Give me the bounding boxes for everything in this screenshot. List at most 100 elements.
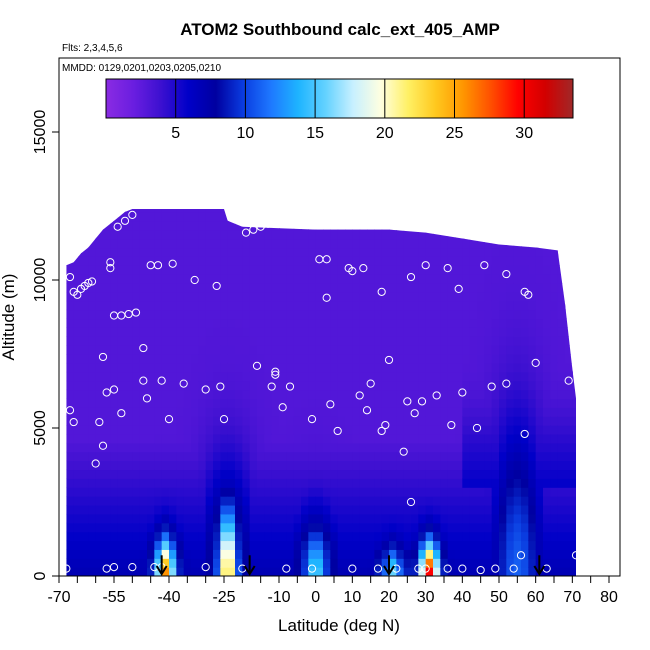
field-cell <box>447 469 456 479</box>
field-cell <box>73 442 82 453</box>
field-cell <box>513 531 522 542</box>
field-cell <box>110 478 119 488</box>
field-cell <box>352 318 361 328</box>
sample-point <box>65 272 75 282</box>
field-cell <box>213 549 221 559</box>
field-cell <box>411 451 419 462</box>
field-cell <box>462 389 471 399</box>
field-cell <box>308 208 317 213</box>
sample-point <box>98 352 108 362</box>
field-cell <box>447 238 456 249</box>
field-cell <box>88 362 97 373</box>
field-cell <box>477 567 485 576</box>
field-cell <box>374 531 383 542</box>
field-cell <box>169 336 177 346</box>
field-cell <box>88 513 97 524</box>
field-cell <box>345 487 353 497</box>
field-cell <box>286 513 295 524</box>
field-cell <box>535 265 544 275</box>
field-cell <box>345 531 353 542</box>
field-cell <box>103 291 111 302</box>
field-cell <box>433 522 441 533</box>
field-cell <box>521 451 529 462</box>
field-cell <box>73 425 82 435</box>
field-cell <box>198 309 207 320</box>
field-cell <box>462 362 471 373</box>
field-cell <box>543 354 551 364</box>
field-cell <box>337 522 346 533</box>
field-cell <box>381 291 390 302</box>
field-cell <box>81 309 89 320</box>
field-cell <box>132 433 141 444</box>
field-cell <box>279 522 287 533</box>
field-cell <box>220 336 229 346</box>
field-cell <box>557 354 566 364</box>
field-cell <box>323 256 331 266</box>
field-cell <box>323 451 331 462</box>
field-cell <box>249 247 258 257</box>
field-cell <box>337 300 346 311</box>
field-cell <box>543 425 551 435</box>
field-cell <box>220 362 229 373</box>
field-cell <box>572 416 576 426</box>
field-cell <box>550 504 559 515</box>
field-cell <box>198 362 207 373</box>
field-cell <box>242 522 251 533</box>
field-cell <box>315 513 324 524</box>
field-cell <box>191 513 199 524</box>
field-cell <box>337 549 346 559</box>
field-cell <box>403 398 412 408</box>
field-cell <box>176 309 185 320</box>
field-cell <box>66 362 75 373</box>
field-cell <box>147 282 155 293</box>
field-cell <box>227 469 236 479</box>
field-cell <box>161 451 170 462</box>
field-cell <box>330 407 339 417</box>
field-cell <box>220 540 229 550</box>
field-cell <box>125 371 133 382</box>
field-cell <box>455 229 463 240</box>
field-cell <box>110 531 119 542</box>
field-cell <box>484 504 493 515</box>
field-cell <box>95 211 104 222</box>
field-cell <box>433 265 441 275</box>
field-cell <box>337 531 346 542</box>
field-cell <box>469 265 478 275</box>
field-cell <box>132 531 141 542</box>
field-cell <box>308 354 317 364</box>
field-cell <box>235 558 243 568</box>
field-cell <box>345 549 353 559</box>
field-cell <box>139 229 148 240</box>
field-cell <box>477 433 485 444</box>
field-cell <box>198 256 207 266</box>
field-cell <box>484 371 493 382</box>
field-cell <box>220 558 229 568</box>
field-cell <box>499 433 507 444</box>
field-cell <box>257 451 265 462</box>
field-cell <box>125 229 133 240</box>
field-cell <box>88 345 97 355</box>
field-cell <box>125 407 133 417</box>
field-cell <box>293 309 302 320</box>
field-cell <box>477 274 485 284</box>
field-cell <box>235 425 243 435</box>
sample-point <box>190 275 199 285</box>
field-cell <box>103 282 111 293</box>
sample-point <box>487 382 496 391</box>
field-cell <box>411 487 419 497</box>
field-cell <box>110 345 119 355</box>
field-cell <box>286 282 295 293</box>
field-cell <box>513 265 522 275</box>
field-cell <box>477 336 485 346</box>
field-cell <box>205 567 214 576</box>
field-cell <box>117 336 126 346</box>
field-cell <box>491 504 500 515</box>
field-cell <box>513 208 522 213</box>
field-cell <box>264 345 273 355</box>
field-cell <box>183 504 192 515</box>
field-cell <box>491 300 500 311</box>
field-cell <box>191 274 199 284</box>
field-cell <box>293 425 302 435</box>
field-cell <box>484 522 493 533</box>
colorbar-tick-label: 25 <box>446 125 464 142</box>
